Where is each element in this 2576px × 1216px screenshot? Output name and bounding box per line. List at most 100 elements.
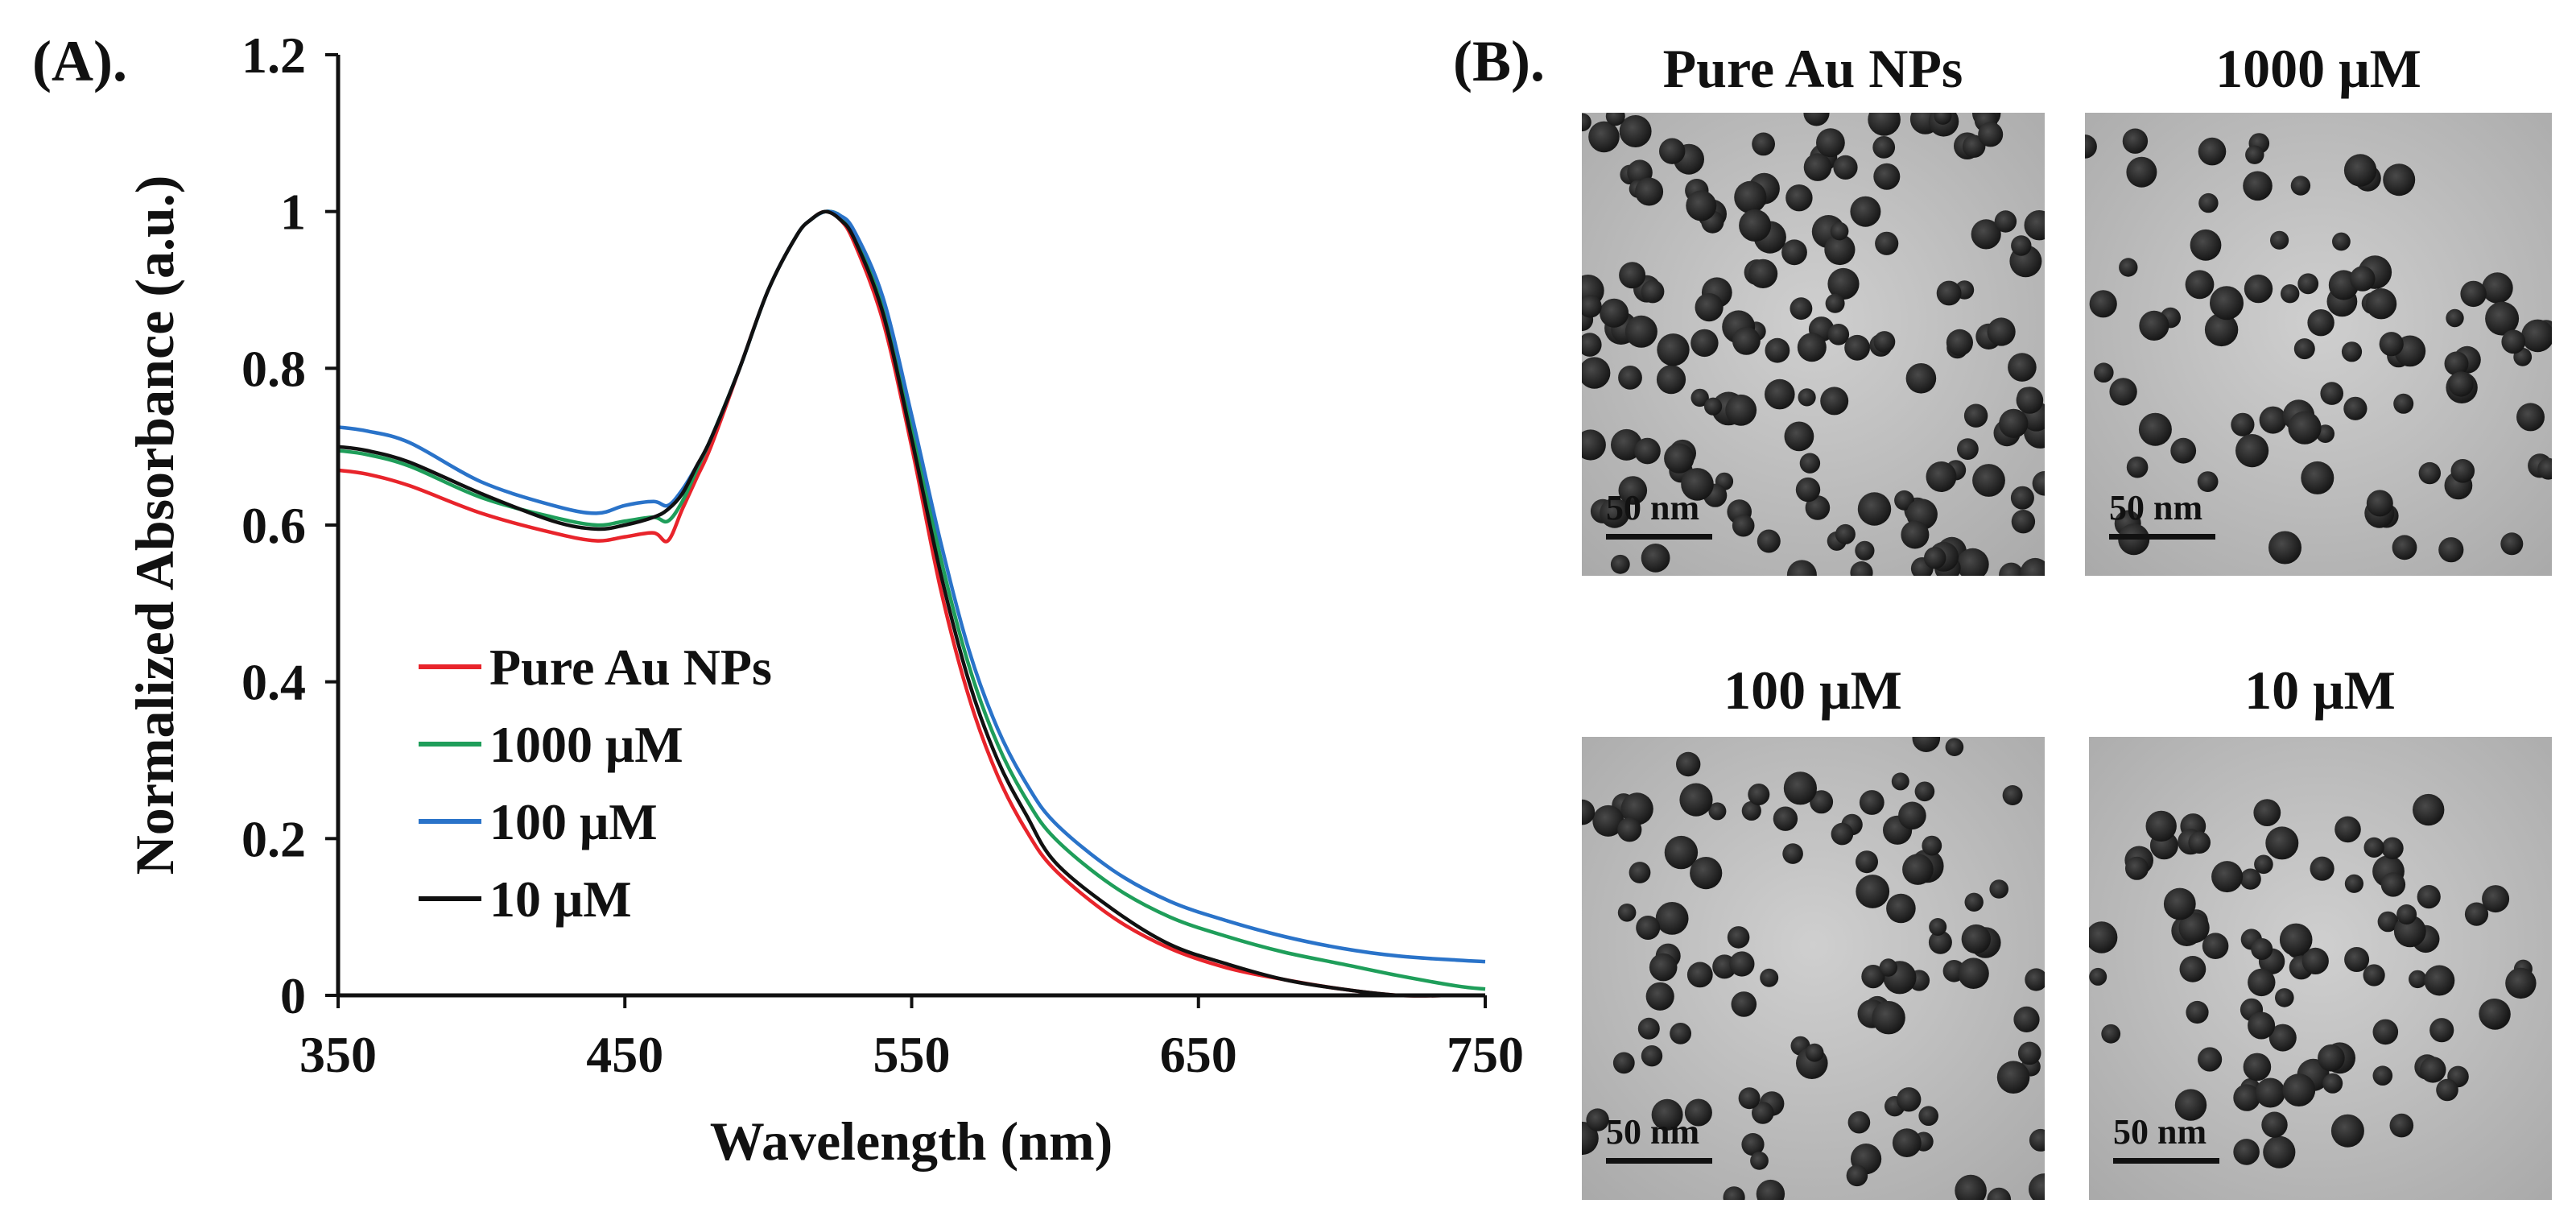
- nanoparticle: [1645, 982, 1674, 1011]
- nanoparticle: [1972, 464, 2005, 497]
- nanoparticle: [1651, 1098, 1683, 1131]
- nanoparticle: [1879, 958, 1897, 977]
- nanoparticle: [1752, 1102, 1774, 1124]
- nanoparticle: [1914, 781, 1935, 802]
- nanoparticle: [2138, 412, 2172, 446]
- nanoparticle: [2464, 902, 2489, 926]
- y-axis-label: Normalized Absorbance (a.u.): [124, 176, 185, 875]
- nanoparticle: [1612, 1052, 1635, 1074]
- panel-b-label: (B).: [1453, 29, 1545, 93]
- nanoparticle: [1686, 962, 1713, 988]
- nanoparticle: [2163, 887, 2196, 920]
- nanoparticle: [1963, 403, 1988, 428]
- nanoparticle: [1781, 239, 1807, 266]
- y-tick-label: 0.6: [242, 497, 306, 554]
- nanoparticle: [1872, 1001, 1905, 1035]
- x-axis-ticks: 350 450 550 650 750: [299, 995, 1524, 1083]
- nanoparticle: [1784, 421, 1814, 452]
- nanoparticles: [2085, 128, 2552, 565]
- nanoparticle: [2365, 288, 2397, 320]
- nanoparticle: [2279, 923, 2313, 957]
- nanoparticle: [1850, 196, 1881, 227]
- nanoparticle: [1729, 951, 1755, 977]
- nanoparticle: [2190, 229, 2222, 261]
- nanoparticle: [1765, 337, 1790, 363]
- nanoparticle: [1741, 800, 1761, 821]
- nanoparticle: [2450, 459, 2475, 483]
- nanoparticle: [1618, 366, 1642, 390]
- nanoparticle: [1782, 843, 1803, 864]
- nanoparticle: [1582, 429, 1606, 461]
- nanoparticle: [2322, 1073, 2343, 1094]
- nanoparticle: [1894, 490, 1914, 511]
- nanoparticle: [2248, 1011, 2276, 1040]
- nanoparticle: [2210, 286, 2244, 321]
- nanoparticle: [2231, 412, 2255, 436]
- x-tick-label: 750: [1447, 1026, 1524, 1083]
- nanoparticle: [1582, 113, 1591, 132]
- nanoparticle: [1824, 234, 1856, 266]
- nanoparticle: [2392, 535, 2417, 560]
- nanoparticle: [2521, 319, 2552, 353]
- nanoparticle: [2485, 301, 2520, 336]
- nanoparticle: [1684, 1098, 1712, 1127]
- nanoparticle: [1765, 378, 1795, 410]
- nanoparticle: [2318, 1044, 2345, 1072]
- nanoparticle: [2240, 868, 2261, 890]
- tem-background: [2085, 113, 2552, 576]
- series-line-2: [337, 209, 1486, 964]
- tem-image-3: 10 μM 50 nm: [2089, 660, 2552, 1200]
- nanoparticle: [1918, 1106, 1938, 1126]
- nanoparticle: [1875, 231, 1899, 255]
- nanoparticle: [2011, 235, 2032, 256]
- nanoparticle: [2343, 154, 2377, 187]
- nanoparticle: [2290, 176, 2311, 196]
- nanoparticle: [2505, 967, 2537, 999]
- nanoparticle: [1592, 804, 1624, 837]
- nanoparticle: [2301, 947, 2329, 974]
- nanoparticle: [1996, 1061, 2030, 1094]
- tem-image-2: 100 μM 50 nm: [1582, 660, 2045, 1200]
- nanoparticle: [1825, 293, 1845, 313]
- absorbance-chart: 0 0.2 0.4 0.6 0.8 1 1.2 350 450 550 650 750 Wavele…: [124, 27, 1524, 1172]
- nanoparticle: [1922, 835, 1942, 856]
- nanoparticle: [1686, 190, 1717, 221]
- nanoparticle: [1886, 893, 1916, 924]
- nanoparticle: [2089, 290, 2117, 318]
- y-tick-label: 1.2: [242, 27, 306, 84]
- nanoparticle: [2020, 557, 2045, 576]
- nanoparticle: [1582, 799, 1596, 825]
- nanoparticle: [2186, 1000, 2209, 1024]
- nanoparticle: [1987, 1187, 2012, 1200]
- nanoparticle: [1656, 365, 1686, 395]
- nanoparticle: [1934, 113, 1952, 125]
- nanoparticle: [1936, 280, 1962, 306]
- tem-image-title: 100 μM: [1724, 660, 1902, 721]
- nanoparticle: [2344, 947, 2370, 972]
- nanoparticle: [1805, 495, 1831, 520]
- nanoparticle: [2139, 310, 2169, 341]
- nanoparticle: [1732, 327, 1761, 355]
- tem-image-title: 10 μM: [2244, 660, 2396, 721]
- nanoparticle: [2125, 856, 2149, 880]
- nanoparticle: [2332, 232, 2351, 251]
- nanoparticle: [1690, 329, 1719, 358]
- nanoparticle: [1971, 219, 2001, 250]
- nanoparticle: [1820, 387, 1849, 416]
- nanoparticle: [1657, 333, 1690, 366]
- nanoparticle: [2198, 1047, 2223, 1072]
- nanoparticle: [1795, 477, 1821, 503]
- nanoparticle: [2185, 270, 2215, 300]
- nanoparticle: [1727, 926, 1750, 949]
- nanoparticle: [2268, 531, 2301, 565]
- nanoparticle: [2413, 793, 2445, 826]
- nanoparticle: [2251, 938, 2273, 960]
- nanoparticle: [2198, 137, 2227, 166]
- nanoparticle: [2444, 351, 2469, 376]
- nanoparticle: [1748, 259, 1778, 288]
- nanoparticle: [2537, 457, 2552, 480]
- legend-label: Pure Au NPs: [489, 639, 772, 696]
- nanoparticle: [1956, 548, 1989, 576]
- nanoparticle: [1635, 177, 1664, 206]
- nanoparticle: [2263, 1135, 2296, 1168]
